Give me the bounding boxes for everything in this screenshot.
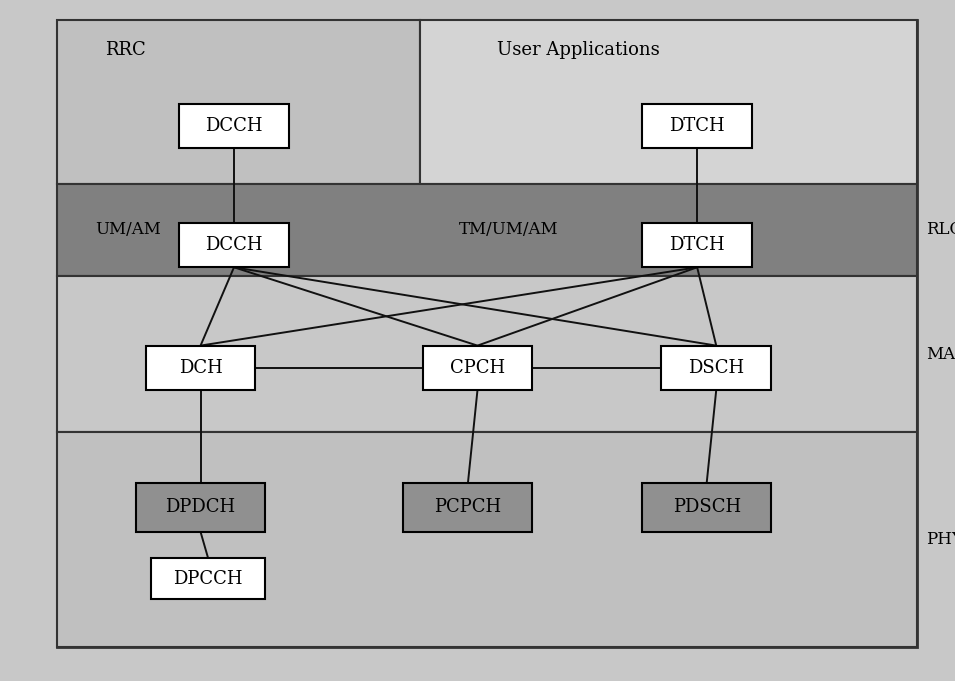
Text: DPCCH: DPCCH: [174, 570, 243, 588]
Bar: [180, 104, 288, 148]
Text: PCPCH: PCPCH: [435, 498, 501, 516]
Text: DCH: DCH: [179, 359, 223, 377]
Text: UM/AM: UM/AM: [96, 221, 161, 238]
Bar: [661, 346, 772, 390]
Text: CPCH: CPCH: [450, 359, 505, 377]
Text: User Applications: User Applications: [497, 41, 659, 59]
Bar: [151, 558, 265, 599]
Bar: [403, 483, 533, 532]
Bar: [642, 104, 753, 148]
Bar: [57, 276, 917, 432]
Bar: [642, 223, 753, 267]
Bar: [180, 223, 288, 267]
Text: DCCH: DCCH: [205, 117, 263, 135]
Text: DSCH: DSCH: [689, 359, 744, 377]
Bar: [57, 20, 917, 647]
Bar: [57, 20, 420, 184]
Bar: [642, 483, 772, 532]
Text: DTCH: DTCH: [669, 236, 725, 254]
Text: DCCH: DCCH: [205, 236, 263, 254]
Bar: [57, 432, 917, 647]
Text: MAC: MAC: [926, 346, 955, 362]
Text: TM/UM/AM: TM/UM/AM: [458, 221, 558, 238]
Text: RRC: RRC: [105, 41, 146, 59]
Bar: [145, 346, 256, 390]
Text: DPDCH: DPDCH: [165, 498, 236, 516]
Text: DTCH: DTCH: [669, 117, 725, 135]
Bar: [136, 483, 265, 532]
Text: PDSCH: PDSCH: [672, 498, 741, 516]
Bar: [420, 20, 917, 184]
Text: RLC: RLC: [926, 221, 955, 238]
Bar: [57, 184, 917, 276]
Text: PHY: PHY: [926, 531, 955, 548]
Bar: [422, 346, 533, 390]
